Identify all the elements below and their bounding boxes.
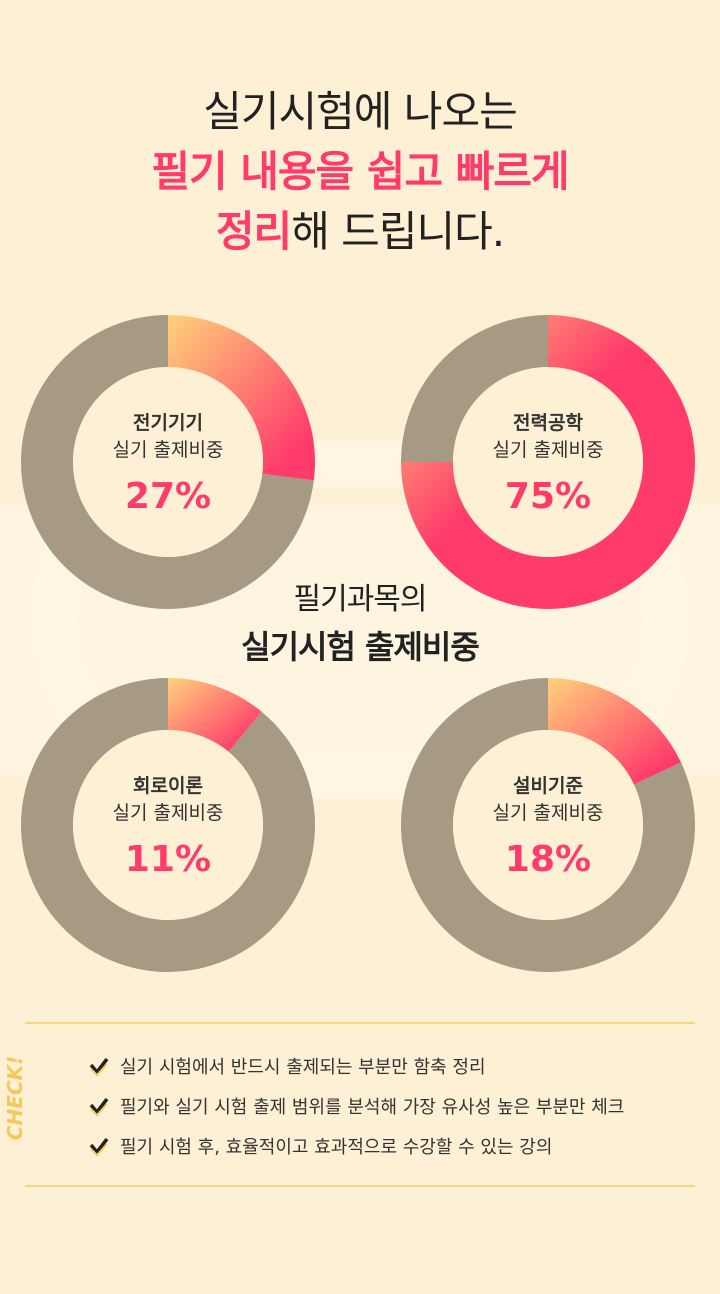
chart-label-electric-machines: 전기기기 실기 출제비중 27% [68,410,268,524]
center-title-line-1: 필기과목의 [293,582,428,617]
donut-hole [73,367,263,557]
donut-share-slice [401,315,695,609]
check-mark-icon [88,1096,110,1117]
chart-description: 실기 출제비중 [112,802,224,824]
chart-value-label: 27% [124,476,212,517]
check-mark-icon [88,1056,110,1077]
donut-hole [73,730,263,920]
donut-remainder-slice [20,677,315,972]
donut-remainder-slice [20,315,314,609]
chart-label-circuit-theory: 회로이론 실기 출제비중 11% [68,773,268,887]
check-item-text: 필기 시험 후, 효율적이고 효과적으로 수강할 수 있는 강의 [120,1137,553,1158]
chart-subject: 전력공학 [513,412,583,434]
check-item: 필기 시험 후, 효율적이고 효과적으로 수강할 수 있는 강의 [88,1126,624,1166]
headline-line-3-rest: 해 드립니다. [291,207,505,256]
check-item: 실기 시험에서 반드시 출제되는 부분만 함축 정리 [88,1046,624,1086]
check-item-text: 실기 시험에서 반드시 출제되는 부분만 함축 정리 [120,1057,486,1078]
donut-remainder-slice [401,315,548,462]
chart-description: 실기 출제비중 [492,802,604,824]
check-mark-icon [88,1136,110,1157]
chart-description: 실기 출제비중 [112,439,224,461]
headline-line-2: 필기 내용을 쉽고 빠르게 [151,147,569,196]
donut-hole [453,367,643,557]
chart-subject: 설비기준 [513,775,583,797]
chart-subject: 전기기기 [133,412,203,434]
chart-value-label: 75% [504,476,592,517]
donut-share-slice [168,315,315,481]
headline: 실기시험에 나오는 필기 내용을 쉽고 빠르게 정리해 드립니다. [0,82,720,262]
chart-value-label: 11% [124,839,212,880]
donut-remainder-slice [400,677,695,972]
chart-label-facility-standards: 설비기준 실기 출제비중 18% [448,773,648,887]
check-tag: CHECK! [3,1055,27,1141]
chart-subject: 회로이론 [133,775,203,797]
chart-label-power-engineering: 전력공학 실기 출제비중 75% [448,410,648,524]
check-item: 필기와 실기 시험 출제 범위를 분석해 가장 유사성 높은 부분만 체크 [88,1086,624,1126]
donut-hole [453,730,643,920]
check-section [25,1022,695,1187]
chart-description: 실기 출제비중 [492,439,604,461]
center-title-line-2: 실기시험 출제비중 [241,628,480,666]
check-list: 실기 시험에서 반드시 출제되는 부분만 함축 정리 필기와 실기 시험 출제 … [88,1046,624,1166]
chart-value-label: 18% [504,839,592,880]
headline-line-3: 정리해 드립니다. [0,202,720,262]
headline-line-1: 실기시험에 나오는 [203,87,517,136]
donut-share-slice [168,678,262,752]
headline-line-3-accent: 정리 [215,207,292,256]
check-item-text: 필기와 실기 시험 출제 범위를 분석해 가장 유사성 높은 부분만 체크 [120,1097,625,1118]
donut-share-slice [548,678,682,785]
